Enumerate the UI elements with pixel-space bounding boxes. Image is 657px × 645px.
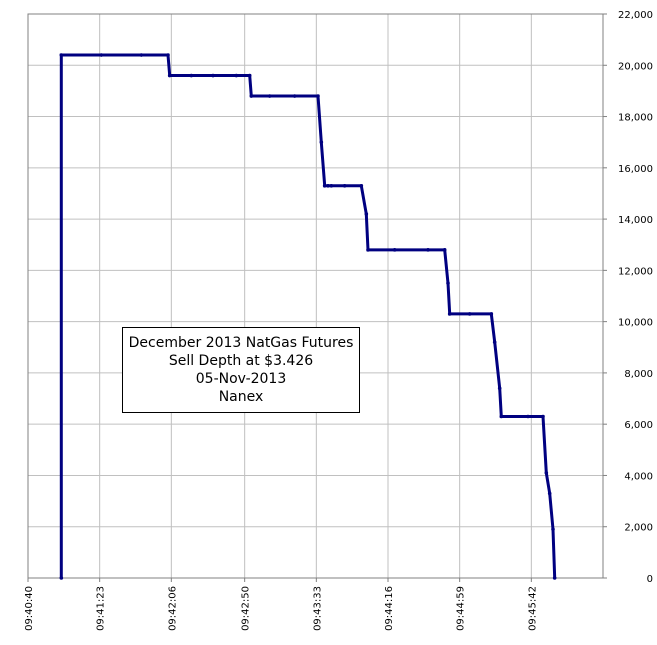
series-point — [446, 281, 450, 285]
series-point — [248, 74, 252, 78]
y-tick-label: 18,000 — [618, 113, 653, 124]
y-tick-label: 16,000 — [618, 164, 653, 175]
x-tick-label: 09:45:42 — [527, 586, 538, 631]
series-point — [323, 184, 327, 188]
series-point — [365, 212, 369, 216]
series-point — [366, 248, 370, 252]
series-point — [293, 94, 297, 98]
series-point — [393, 248, 397, 252]
series-point — [493, 340, 497, 344]
annotation-line-4: Nanex — [219, 388, 264, 406]
series-point — [330, 184, 334, 188]
y-tick-label: 0 — [647, 574, 653, 585]
series-point — [235, 74, 239, 78]
y-tick-label: 10,000 — [618, 318, 653, 329]
series-point — [548, 492, 552, 496]
x-tick-label: 09:42:06 — [167, 586, 178, 631]
grid — [28, 14, 603, 578]
x-tick-label: 09:40:40 — [24, 586, 35, 631]
series-point — [468, 312, 472, 316]
series-point — [448, 312, 452, 316]
y-tick-label: 12,000 — [618, 266, 653, 277]
series-point — [500, 415, 504, 419]
y-tick-label: 8,000 — [624, 369, 653, 380]
annotation-line-1: December 2013 NatGas Futures — [129, 334, 354, 352]
series-point — [60, 53, 64, 57]
series-point — [211, 74, 215, 78]
series-point — [490, 312, 494, 316]
x-tick-label: 09:44:16 — [384, 586, 395, 631]
series-point — [443, 248, 447, 252]
y-tick-label: 20,000 — [618, 61, 653, 72]
y-tick-label: 4,000 — [624, 471, 653, 482]
series-point — [166, 53, 170, 57]
series-point — [316, 94, 320, 98]
series-point — [60, 576, 64, 580]
series-layer — [60, 53, 557, 580]
series-point — [498, 386, 502, 390]
x-tick-label: 09:43:33 — [312, 586, 323, 631]
series-point — [526, 415, 530, 419]
annotation-line-2: Sell Depth at $3.426 — [169, 352, 313, 370]
series-point — [551, 527, 555, 531]
series-point — [320, 140, 324, 144]
annotation-line-3: 05-Nov-2013 — [196, 370, 287, 388]
series-point — [190, 74, 194, 78]
series-line — [61, 55, 554, 578]
chart: 0 2,000 4,000 6,000 8,000 10,000 12,000 14,000 1… — [0, 0, 657, 645]
x-tick-label: 09:44:59 — [456, 586, 467, 631]
x-tick-label: 09:41:23 — [96, 586, 107, 631]
series-point — [426, 248, 430, 252]
chart-annotation: December 2013 NatGas Futures Sell Depth … — [122, 327, 360, 413]
y-tick-label: 6,000 — [624, 420, 653, 431]
series-point — [250, 94, 254, 98]
y-tick-label: 22,000 — [618, 10, 653, 21]
series-point — [100, 53, 104, 57]
x-tick-label: 09:42:50 — [241, 586, 252, 631]
series-point — [268, 94, 272, 98]
series-point — [553, 576, 557, 580]
series-point — [326, 184, 330, 188]
x-axis: 09:40:40 09:41:23 09:42:06 09:42:50 09:43:33… — [24, 578, 538, 631]
series-point — [360, 184, 364, 188]
series-point — [140, 53, 144, 57]
y-tick-label: 14,000 — [618, 215, 653, 226]
y-axis: 0 2,000 4,000 6,000 8,000 10,000 12,000 14,000 1… — [603, 10, 653, 585]
series-point — [541, 415, 545, 419]
y-tick-label: 2,000 — [624, 523, 653, 534]
series-point — [168, 74, 172, 78]
series-point — [343, 184, 347, 188]
series-point — [545, 471, 549, 475]
plot-area-border — [28, 14, 603, 578]
